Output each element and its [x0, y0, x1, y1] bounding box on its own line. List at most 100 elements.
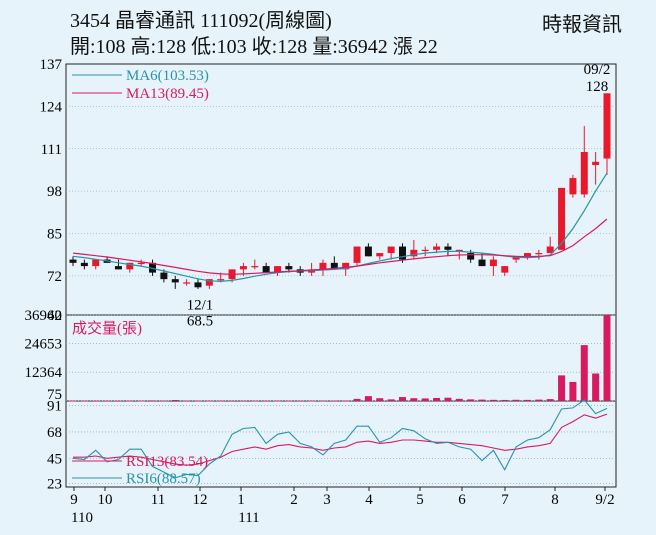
volume-bar	[580, 345, 588, 401]
chart-title: 3454 晶睿通訊 111092(周線圖)	[70, 10, 332, 32]
volume-bar	[319, 400, 327, 402]
volume-bar	[546, 399, 554, 401]
candle-body	[171, 279, 179, 283]
x-tick-label: 7	[501, 492, 509, 508]
candle-body	[194, 282, 202, 288]
high-annotation-value: 128	[586, 79, 609, 95]
x-tick-label: 4	[365, 492, 373, 508]
ma13-line	[72, 218, 608, 275]
volume-bar	[455, 398, 463, 401]
x-year-label: 111	[238, 510, 259, 526]
volume-bar	[523, 399, 531, 401]
volume-bar	[114, 400, 122, 402]
volume-bar	[239, 400, 247, 402]
price-summary: 開:108 高:128 低:103 收:128 量:36942 漲 22	[70, 36, 438, 58]
volume-bar	[217, 400, 225, 402]
candle-body	[262, 266, 270, 273]
volume-bar	[171, 399, 179, 401]
candle-body	[535, 253, 543, 255]
price-tick-label: 98	[47, 184, 62, 200]
volume-bar	[603, 315, 611, 401]
candle-body	[478, 259, 486, 267]
candle-body	[251, 266, 259, 268]
volume-tick-label: 12364	[25, 365, 63, 381]
candle-body	[467, 253, 475, 260]
volume-bar	[160, 400, 168, 402]
candle-body	[149, 262, 157, 273]
candle-body	[126, 262, 134, 270]
volume-bar	[137, 400, 145, 402]
candle-body	[183, 282, 191, 284]
volume-bar	[330, 400, 338, 402]
x-tick-label: 6	[458, 492, 466, 508]
candle-body	[558, 187, 566, 250]
candle-body	[319, 262, 327, 270]
candle-body	[274, 266, 282, 273]
volume-bar	[194, 400, 202, 402]
low-annotation-date: 12/1	[187, 297, 214, 313]
candle-body	[92, 259, 100, 267]
candle-body	[592, 161, 600, 166]
volume-bar	[535, 399, 543, 401]
candle-body	[398, 246, 406, 260]
volume-bar	[228, 400, 236, 402]
x-tick-label: 9/2	[595, 492, 614, 508]
ma6-line	[72, 172, 608, 283]
candle-body	[387, 246, 395, 254]
high-annotation-date: 09/2	[584, 62, 611, 78]
candle-body	[421, 249, 429, 252]
candle-body	[160, 272, 168, 280]
low-annotation-value: 68.5	[187, 313, 213, 329]
volume-bar	[489, 399, 497, 401]
candle-body	[353, 246, 361, 263]
volume-bar	[92, 400, 100, 402]
volume-bar	[103, 400, 111, 402]
x-tick-label: 9	[70, 492, 78, 508]
ma6-legend: MA6(103.53)	[126, 68, 209, 84]
rsi-tick-label: 23	[47, 477, 62, 493]
volume-bar	[274, 400, 282, 402]
price-tick-label: 85	[47, 227, 62, 243]
candle-body	[80, 262, 88, 267]
candle-body	[376, 253, 384, 257]
volume-bar	[501, 399, 509, 401]
volume-bar	[296, 400, 304, 402]
x-tick-label: 2	[290, 492, 298, 508]
volume-bar	[80, 400, 88, 402]
candle-body	[512, 256, 520, 260]
volume-bar	[467, 399, 475, 401]
volume-tick-label: 36942	[25, 308, 63, 324]
candle-body	[489, 259, 497, 267]
candle-body	[342, 262, 350, 270]
candle-body	[501, 266, 509, 273]
candle-body	[239, 266, 247, 270]
data-source: 時報資訊	[542, 14, 622, 36]
candle-body	[114, 266, 122, 270]
candle-body	[217, 279, 225, 281]
x-tick-label: 11	[151, 492, 165, 508]
volume-bar	[205, 400, 213, 402]
price-tick-label: 137	[40, 57, 63, 73]
candle-body	[546, 246, 554, 254]
candle-body	[205, 279, 213, 286]
candle-body	[410, 249, 418, 257]
volume-bar	[126, 400, 134, 402]
volume-bar	[183, 400, 191, 402]
candle-body	[580, 152, 588, 195]
price-tick-label: 124	[40, 99, 63, 115]
candle-body	[364, 246, 372, 257]
x-tick-label: 3	[323, 492, 331, 508]
volume-bar	[592, 373, 600, 401]
candle-body	[330, 262, 338, 270]
x-tick-label: 12	[193, 492, 208, 508]
candle-body	[137, 262, 145, 265]
volume-bar	[262, 400, 270, 402]
volume-bar	[433, 397, 441, 401]
volume-bar	[512, 399, 520, 401]
x-year-label: 110	[71, 510, 93, 526]
volume-bar	[353, 398, 361, 401]
price-tick-label: 60	[47, 308, 62, 324]
volume-bar	[478, 399, 486, 401]
rsi6-legend: RSI6(88.57)	[126, 471, 201, 487]
